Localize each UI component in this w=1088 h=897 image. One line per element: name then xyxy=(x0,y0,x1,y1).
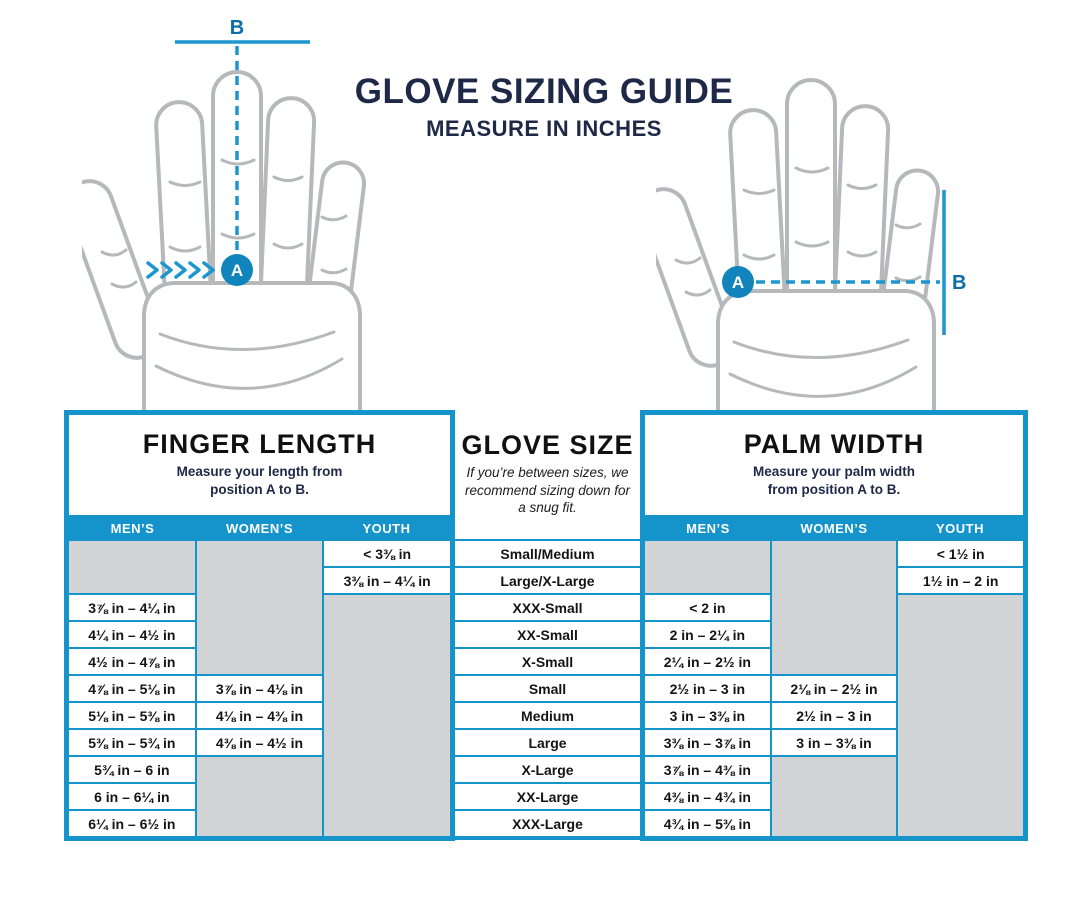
finger-men-cell: 3⅞ in – 4¼ in xyxy=(69,595,195,620)
palm-men-cell: 2 in – 2¼ in xyxy=(645,622,770,647)
empty-cell xyxy=(898,595,1023,836)
glove-size-cell: X-Small xyxy=(455,649,640,674)
finger-women-cell: 4⅛ in – 4⅜ in xyxy=(196,703,323,728)
column-header-womens: WOMEN’S xyxy=(800,520,868,536)
empty-cell xyxy=(771,541,897,674)
hand-crease-lines xyxy=(674,166,922,398)
sizing-table: FINGER LENGTH Measure your length from p… xyxy=(64,410,1028,841)
page-subtitle: MEASURE IN INCHES xyxy=(426,115,662,141)
empty-cell xyxy=(771,757,897,836)
glove-size-cells: Small/Medium Large/X-Large XXX-Small XX-Sma… xyxy=(455,539,640,840)
finger-men-cell: 5¾ in – 6 in xyxy=(69,757,195,782)
palm-men-cell: 4¾ in – 5⅜ in xyxy=(645,811,770,836)
hand-crease-lines xyxy=(100,158,348,390)
column-header-mens: MEN’S xyxy=(686,520,730,536)
palm-width-caption: Measure your palm width from position A … xyxy=(752,464,916,497)
finger-youth-cell: 3⅜ in – 4¼ in xyxy=(324,568,450,593)
finger-men-cell: 4½ in – 4⅞ in xyxy=(69,649,195,674)
glove-size-cell: X-Large xyxy=(455,757,640,782)
palm-men-cell: 2½ in – 3 in xyxy=(645,676,770,701)
column-header-youth: YOUTH xyxy=(362,520,411,536)
finger-youth-cell: < 3⅜ in xyxy=(324,541,450,566)
glove-size-cell: XX-Large xyxy=(455,784,640,809)
palm-men-cell: 3⅞ in – 4⅜ in xyxy=(645,757,770,782)
palm-width-header: PALM WIDTH Measure your palm width from … xyxy=(645,415,1023,515)
palm-men-cell: 2¼ in – 2½ in xyxy=(645,649,770,674)
finger-length-column-headers: MEN’S WOMEN’S YOUTH xyxy=(69,515,450,541)
glove-size-cell: XX-Small xyxy=(455,622,640,647)
glove-size-title: GLOVE SIZE xyxy=(461,430,634,461)
point-b-label: B xyxy=(230,17,244,39)
glove-size-cell: Large xyxy=(455,730,640,755)
finger-men-cell: 6 in – 6¼ in xyxy=(69,784,195,809)
glove-size-caption: If you’re between sizes, we recommend si… xyxy=(464,465,631,516)
palm-women-cell: 3 in – 3⅜ in xyxy=(771,730,897,755)
finger-men-cell: 4¼ in – 4½ in xyxy=(69,622,195,647)
arrow-chevrons xyxy=(146,261,215,279)
palm-width-title: PALM WIDTH xyxy=(743,429,925,460)
empty-cell xyxy=(324,595,450,836)
point-a-label: A xyxy=(732,273,744,292)
column-header-mens: MEN’S xyxy=(110,520,155,536)
column-header-youth: YOUTH xyxy=(936,520,984,536)
glove-size-header: GLOVE SIZE If you’re between sizes, we r… xyxy=(455,410,640,539)
point-a-label: A xyxy=(231,261,243,280)
hand-outline xyxy=(82,70,367,442)
glove-size-cell: XXX-Small xyxy=(455,595,640,620)
empty-cell xyxy=(196,757,323,836)
finger-length-caption: Measure your length from position A to B… xyxy=(176,464,343,497)
finger-men-cell: 5⅜ in – 5¾ in xyxy=(69,730,195,755)
point-a-marker xyxy=(722,266,754,298)
finger-women-cell: 3⅞ in – 4⅛ in xyxy=(196,676,323,701)
palm-men-cell: < 2 in xyxy=(645,595,770,620)
glove-size-section: GLOVE SIZE If you’re between sizes, we r… xyxy=(455,410,640,841)
palm-youth-cell: 1½ in – 2 in xyxy=(898,568,1023,593)
finger-length-cells: 3⅞ in – 4¼ in 4¼ in – 4½ in 4½ in – 4⅞ in 4… xyxy=(69,541,450,836)
glove-size-cell: Small/Medium xyxy=(455,541,640,566)
page-title: GLOVE SIZING GUIDE xyxy=(354,72,734,111)
empty-cell xyxy=(196,541,323,674)
palm-men-cell: 4⅜ in – 4¾ in xyxy=(645,784,770,809)
palm-women-cell: 2⅛ in – 2½ in xyxy=(771,676,897,701)
glove-size-cell: Small xyxy=(455,676,640,701)
finger-men-cell: 6¼ in – 6½ in xyxy=(69,811,195,836)
finger-length-header: FINGER LENGTH Measure your length from p… xyxy=(69,415,450,515)
finger-men-cell: 5⅛ in – 5⅜ in xyxy=(69,703,195,728)
title-block: GLOVE SIZING GUIDE MEASURE IN INCHES xyxy=(304,72,784,142)
palm-width-column-headers: MEN’S WOMEN’S YOUTH xyxy=(645,515,1023,541)
palm-men-cell: 3⅜ in – 3⅞ in xyxy=(645,730,770,755)
column-header-womens: WOMEN’S xyxy=(225,520,294,536)
empty-cell xyxy=(645,541,770,593)
palm-width-cells: < 2 in 2 in – 2¼ in 2¼ in – 2½ in 2½ in – 3… xyxy=(645,541,1023,836)
palm-youth-cell: < 1½ in xyxy=(898,541,1023,566)
glove-size-cell: XXX-Large xyxy=(455,811,640,836)
point-a-marker xyxy=(221,254,253,286)
palm-width-section: PALM WIDTH Measure your palm width from … xyxy=(640,410,1028,841)
empty-cell xyxy=(69,541,195,593)
finger-men-cell: 4⅞ in – 5⅛ in xyxy=(69,676,195,701)
finger-length-hand-illustration: B A xyxy=(82,17,367,442)
palm-women-cell: 2½ in – 3 in xyxy=(771,703,897,728)
glove-size-cell: Large/X-Large xyxy=(455,568,640,593)
glove-size-cell: Medium xyxy=(455,703,640,728)
palm-men-cell: 3 in – 3⅜ in xyxy=(645,703,770,728)
finger-women-cell: 4⅜ in – 4½ in xyxy=(196,730,323,755)
point-b-label: B xyxy=(952,272,966,294)
finger-length-section: FINGER LENGTH Measure your length from p… xyxy=(64,410,455,841)
finger-length-title: FINGER LENGTH xyxy=(142,429,377,460)
